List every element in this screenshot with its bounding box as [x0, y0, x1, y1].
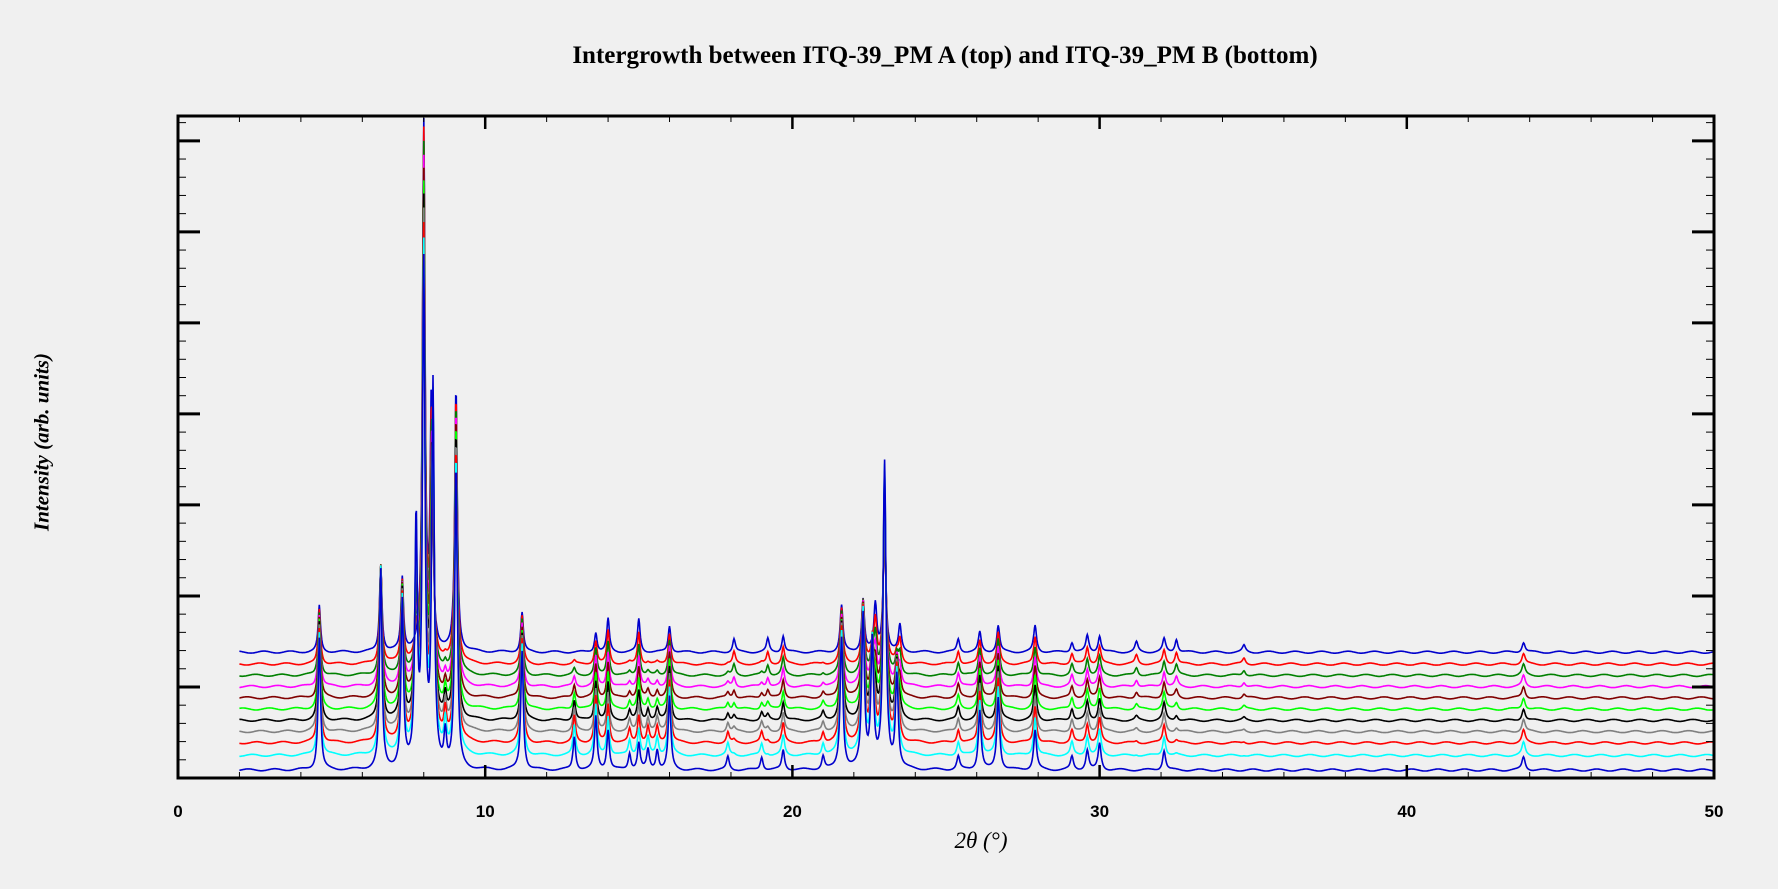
x-tick-label-20: 20: [783, 802, 802, 821]
x-axis-label: 2θ (°): [954, 828, 1008, 853]
y-axis-label: Intensity (arb. units): [29, 353, 54, 531]
series-line-2: [239, 140, 1715, 678]
series-line-6: [239, 193, 1715, 723]
series-line-9: [239, 237, 1715, 758]
x-tick-label-10: 10: [476, 802, 495, 821]
series-line-3: [239, 154, 1715, 689]
series-line-0: [239, 117, 1715, 654]
series-line-1: [239, 126, 1714, 666]
series-layer: [239, 117, 1715, 772]
series-line-7: [239, 207, 1714, 734]
series-line-4: [239, 167, 1715, 700]
x-tick-label-40: 40: [1397, 802, 1416, 821]
x-tick-label-50: 50: [1705, 802, 1724, 821]
x-tick-label-0: 0: [173, 802, 182, 821]
plot-frame: [176, 114, 1716, 780]
series-line-5: [239, 180, 1715, 711]
chart-title: Intergrowth between ITQ-39_PM A (top) an…: [572, 42, 1318, 69]
x-tick-label-30: 30: [1090, 802, 1109, 821]
series-line-8: [239, 221, 1715, 745]
